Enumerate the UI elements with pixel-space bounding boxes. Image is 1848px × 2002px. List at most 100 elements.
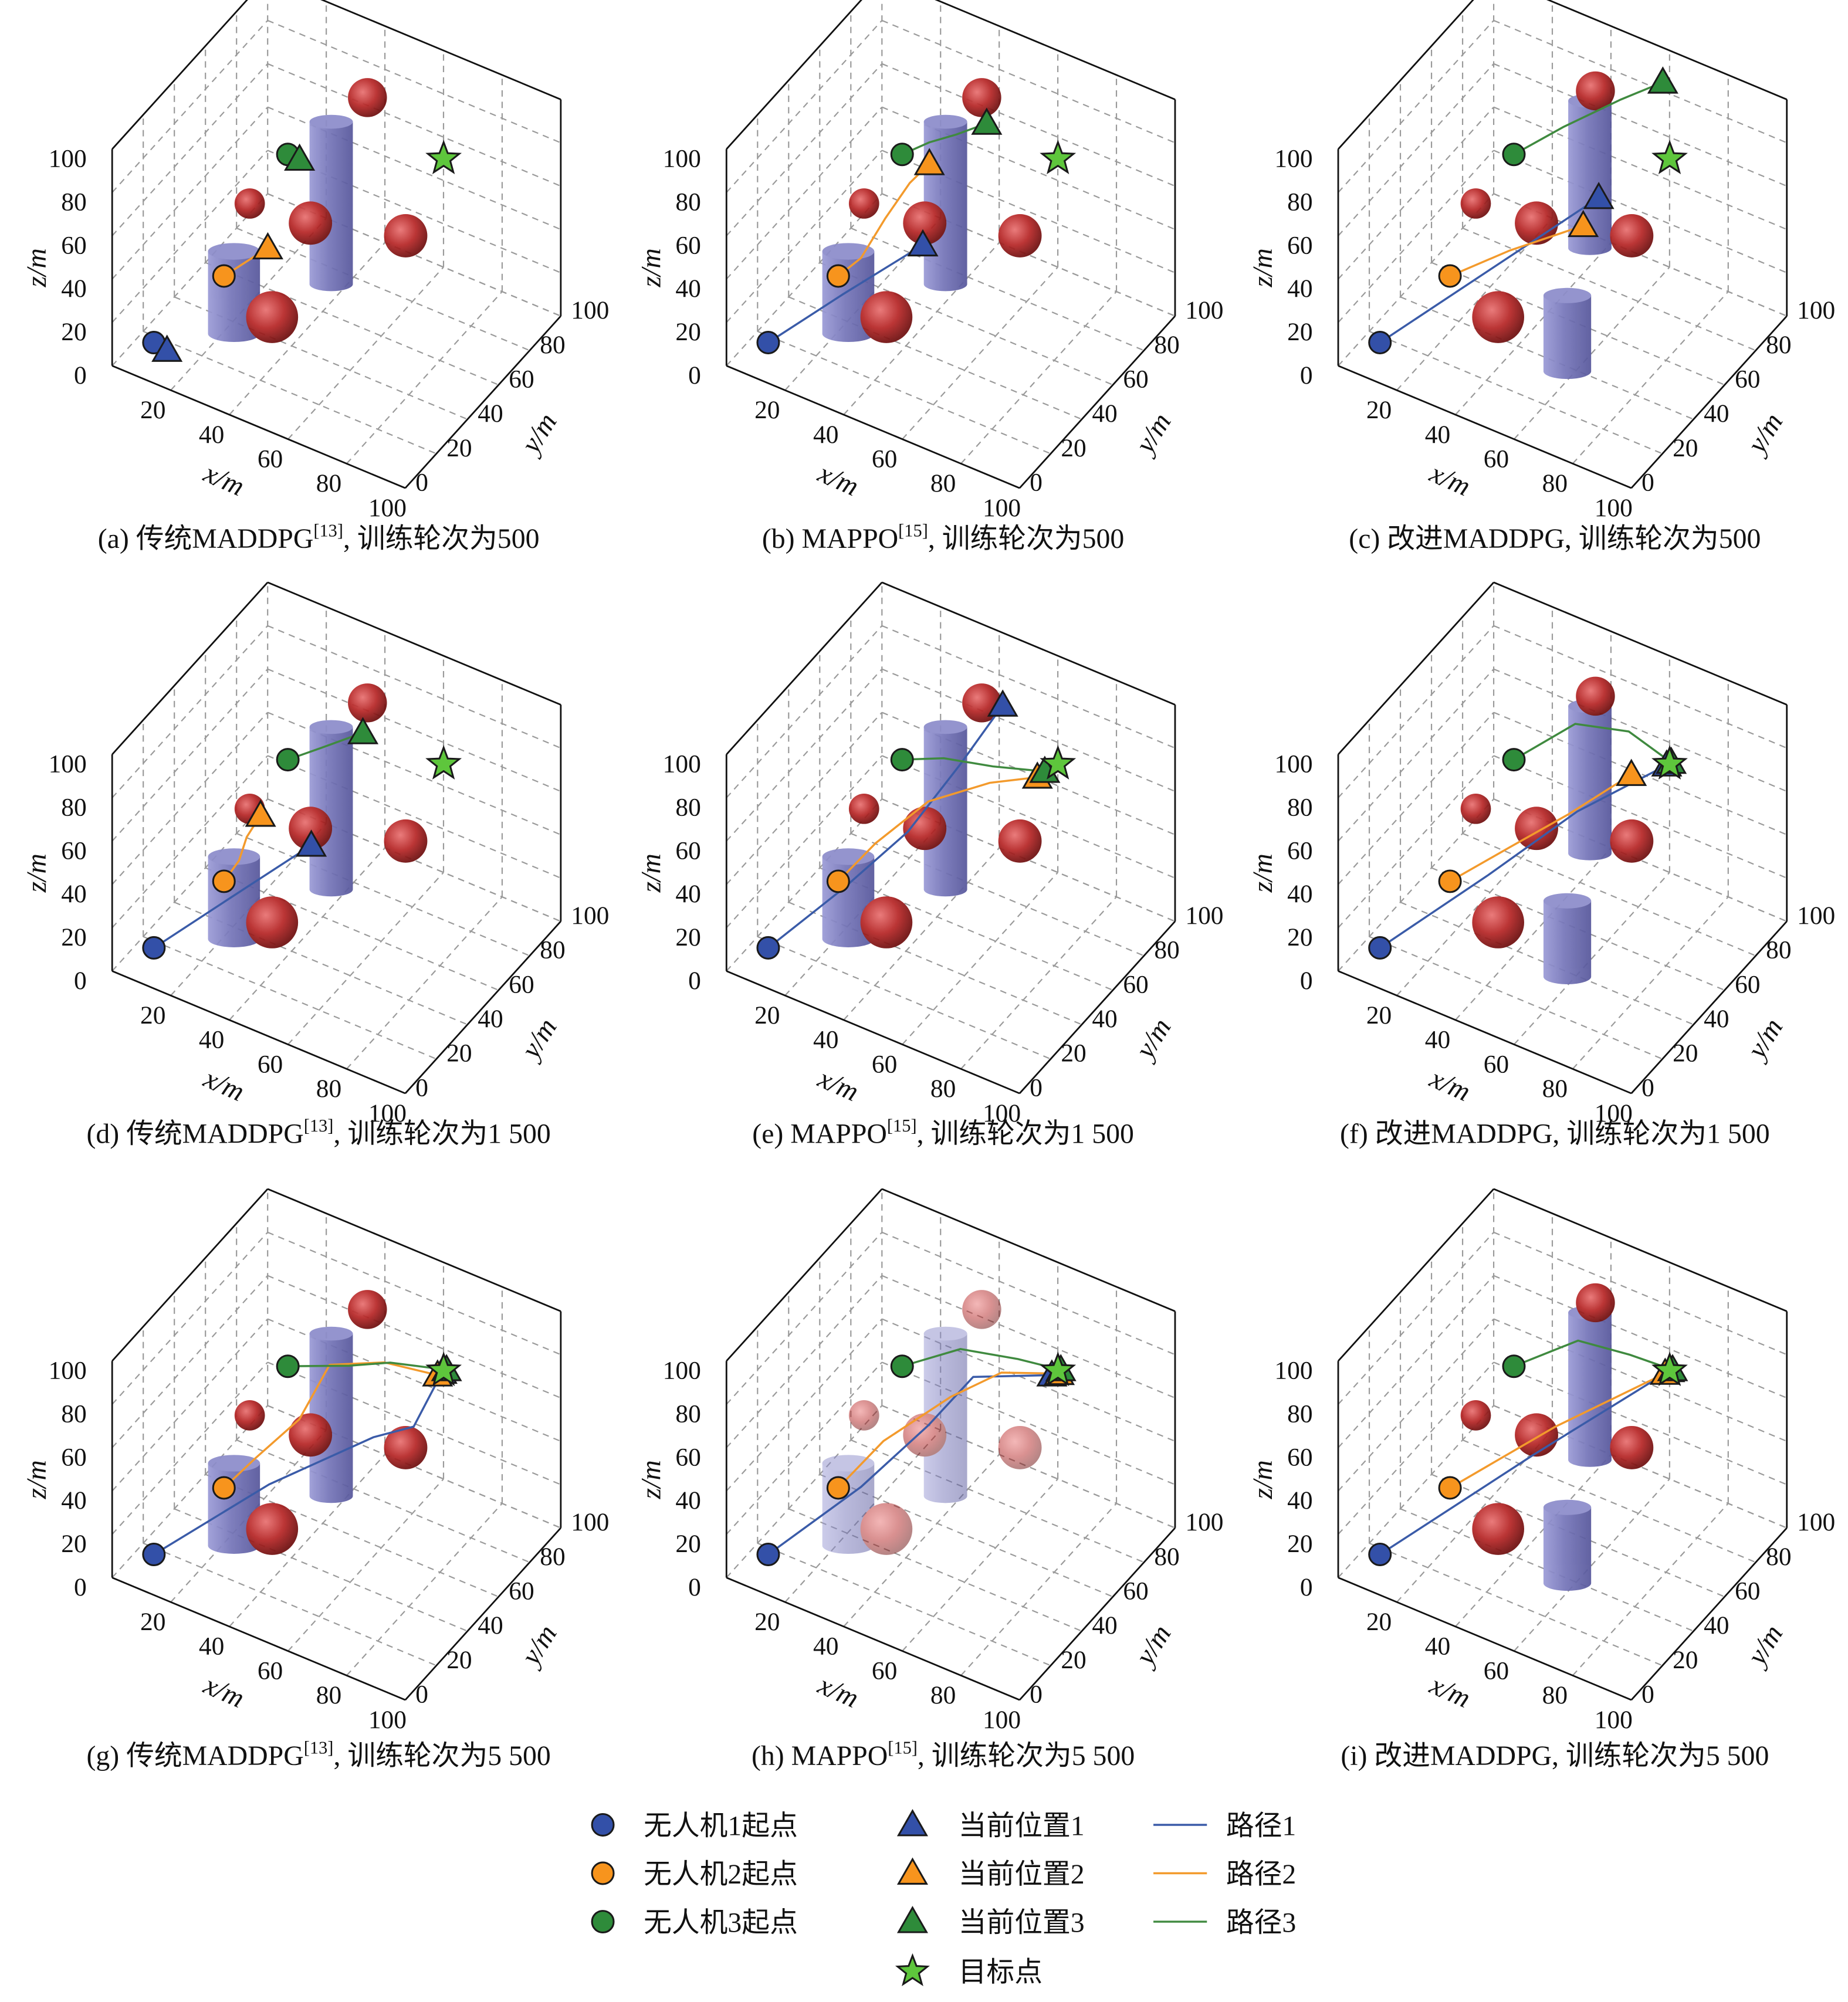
z-tick-label: 40 <box>675 275 700 303</box>
grid-line <box>1493 1405 1788 1529</box>
sphere <box>1515 201 1558 245</box>
x-axis-label: x/m <box>813 457 864 502</box>
axis-line <box>726 1188 883 1362</box>
star-marker <box>1040 140 1077 175</box>
caption-ref: [15] <box>888 1737 918 1757</box>
y-axis-label: y/m <box>514 1620 563 1672</box>
obstacles <box>208 683 428 949</box>
cylinder-top <box>208 848 260 865</box>
sphere <box>289 1413 333 1457</box>
path-line <box>1449 225 1584 277</box>
grid-line <box>726 798 883 972</box>
x-tick-label: 100 <box>983 1706 1021 1734</box>
triangle-marker <box>151 334 183 362</box>
circle-marker <box>890 143 914 167</box>
grid-line <box>1493 150 1788 273</box>
grid-line <box>1338 20 1494 193</box>
y-tick-label: 40 <box>1092 1611 1117 1639</box>
z-tick-label: 40 <box>675 1486 700 1515</box>
grid-line <box>1400 902 1694 1025</box>
z-tick-label: 0 <box>688 967 701 995</box>
y-tick-label: 40 <box>1092 399 1117 428</box>
y-tick-label: 20 <box>1061 434 1086 462</box>
grid-line <box>726 1232 883 1405</box>
axis-line <box>404 920 561 1094</box>
grid-line <box>881 1275 1176 1399</box>
caption-suffix: , 训练轮次为1 500 <box>917 1119 1134 1150</box>
grid-line <box>1546 0 1788 100</box>
y-tick-label: 0 <box>415 1073 428 1102</box>
path-line <box>837 776 1038 882</box>
grid-line <box>267 1231 561 1356</box>
z-tick-label: 0 <box>1300 1573 1313 1601</box>
sphere <box>246 1503 299 1555</box>
grid-line <box>881 63 1176 187</box>
grid-line <box>111 755 269 929</box>
obstacles <box>822 683 1042 949</box>
x-tick-label: 80 <box>316 1075 341 1103</box>
grid-line <box>1572 1503 1729 1676</box>
x-tick-label: 80 <box>1542 1681 1568 1709</box>
axis-line <box>111 581 269 756</box>
panel: 20406080100020406080100020406080100x/my/… <box>21 581 609 1150</box>
sphere <box>1515 1413 1558 1457</box>
triangle-marker <box>987 689 1018 717</box>
star-marker <box>1651 1351 1688 1387</box>
x-tick-label: 40 <box>199 1026 224 1054</box>
grid-line <box>726 20 883 193</box>
y-tick-label: 80 <box>540 1543 565 1571</box>
legend-label: 当前位置1 <box>959 1810 1085 1841</box>
grid-line <box>111 798 269 972</box>
y-tick-label: 40 <box>1092 1005 1117 1033</box>
sphere <box>384 819 428 863</box>
grid-line <box>1396 1429 1553 1603</box>
grid-line <box>1493 712 1788 836</box>
axis-line <box>1018 1527 1176 1701</box>
sphere <box>289 807 333 851</box>
grid-line <box>111 1318 269 1492</box>
circle-marker <box>756 331 780 354</box>
z-axis-label: z/m <box>635 853 666 893</box>
axis-line <box>404 315 561 489</box>
y-tick-label: 60 <box>509 1577 534 1605</box>
y-tick-label: 60 <box>1735 1577 1760 1605</box>
z-axis-label: z/m <box>635 248 666 287</box>
cylinder-top <box>923 720 967 734</box>
x-tick-label: 40 <box>199 421 224 449</box>
circle-marker <box>1438 1476 1462 1500</box>
grid-line <box>1338 150 1494 323</box>
sphere <box>1610 214 1654 258</box>
y-axis-label: y/m <box>514 408 563 460</box>
panel-caption: (h) MAPPO[15], 训练轮次为5 500 <box>752 1737 1135 1771</box>
z-tick-label: 80 <box>675 1400 700 1428</box>
axis-line <box>726 0 862 150</box>
panel: 20406080100020406080100020406080100x/my/… <box>1247 581 1835 1150</box>
sphere <box>848 1400 879 1431</box>
grid-line <box>1338 193 1494 367</box>
x-tick-label: 40 <box>813 1026 838 1054</box>
legend-marker <box>896 1906 928 1933</box>
legend-marker <box>896 1809 928 1837</box>
grid-line <box>1431 867 1725 991</box>
x-tick-label: 20 <box>754 396 780 424</box>
panel-caption: (c) 改进MADDPG, 训练轮次为500 <box>1349 523 1761 554</box>
panel-caption: (e) MAPPO[15], 训练轮次为1 500 <box>752 1116 1134 1150</box>
cylinder <box>1543 900 1592 984</box>
cylinder-top <box>923 114 967 129</box>
axis-line <box>1493 581 1788 706</box>
cylinder-top <box>923 1326 967 1341</box>
z-tick-label: 0 <box>1300 361 1313 389</box>
grid-line <box>205 1473 499 1598</box>
z-tick-label: 0 <box>688 361 701 389</box>
grid-line <box>1493 625 1788 749</box>
grid-line <box>726 1318 883 1492</box>
sphere <box>384 1425 428 1469</box>
circle-marker <box>212 264 236 288</box>
z-tick-label: 100 <box>663 1357 701 1385</box>
grid-line <box>267 755 561 879</box>
legend-label: 当前位置2 <box>959 1859 1085 1890</box>
y-tick-label: 0 <box>415 468 428 496</box>
grid-line <box>111 106 269 280</box>
grid-line <box>267 1405 561 1529</box>
grid-line <box>287 872 444 1045</box>
